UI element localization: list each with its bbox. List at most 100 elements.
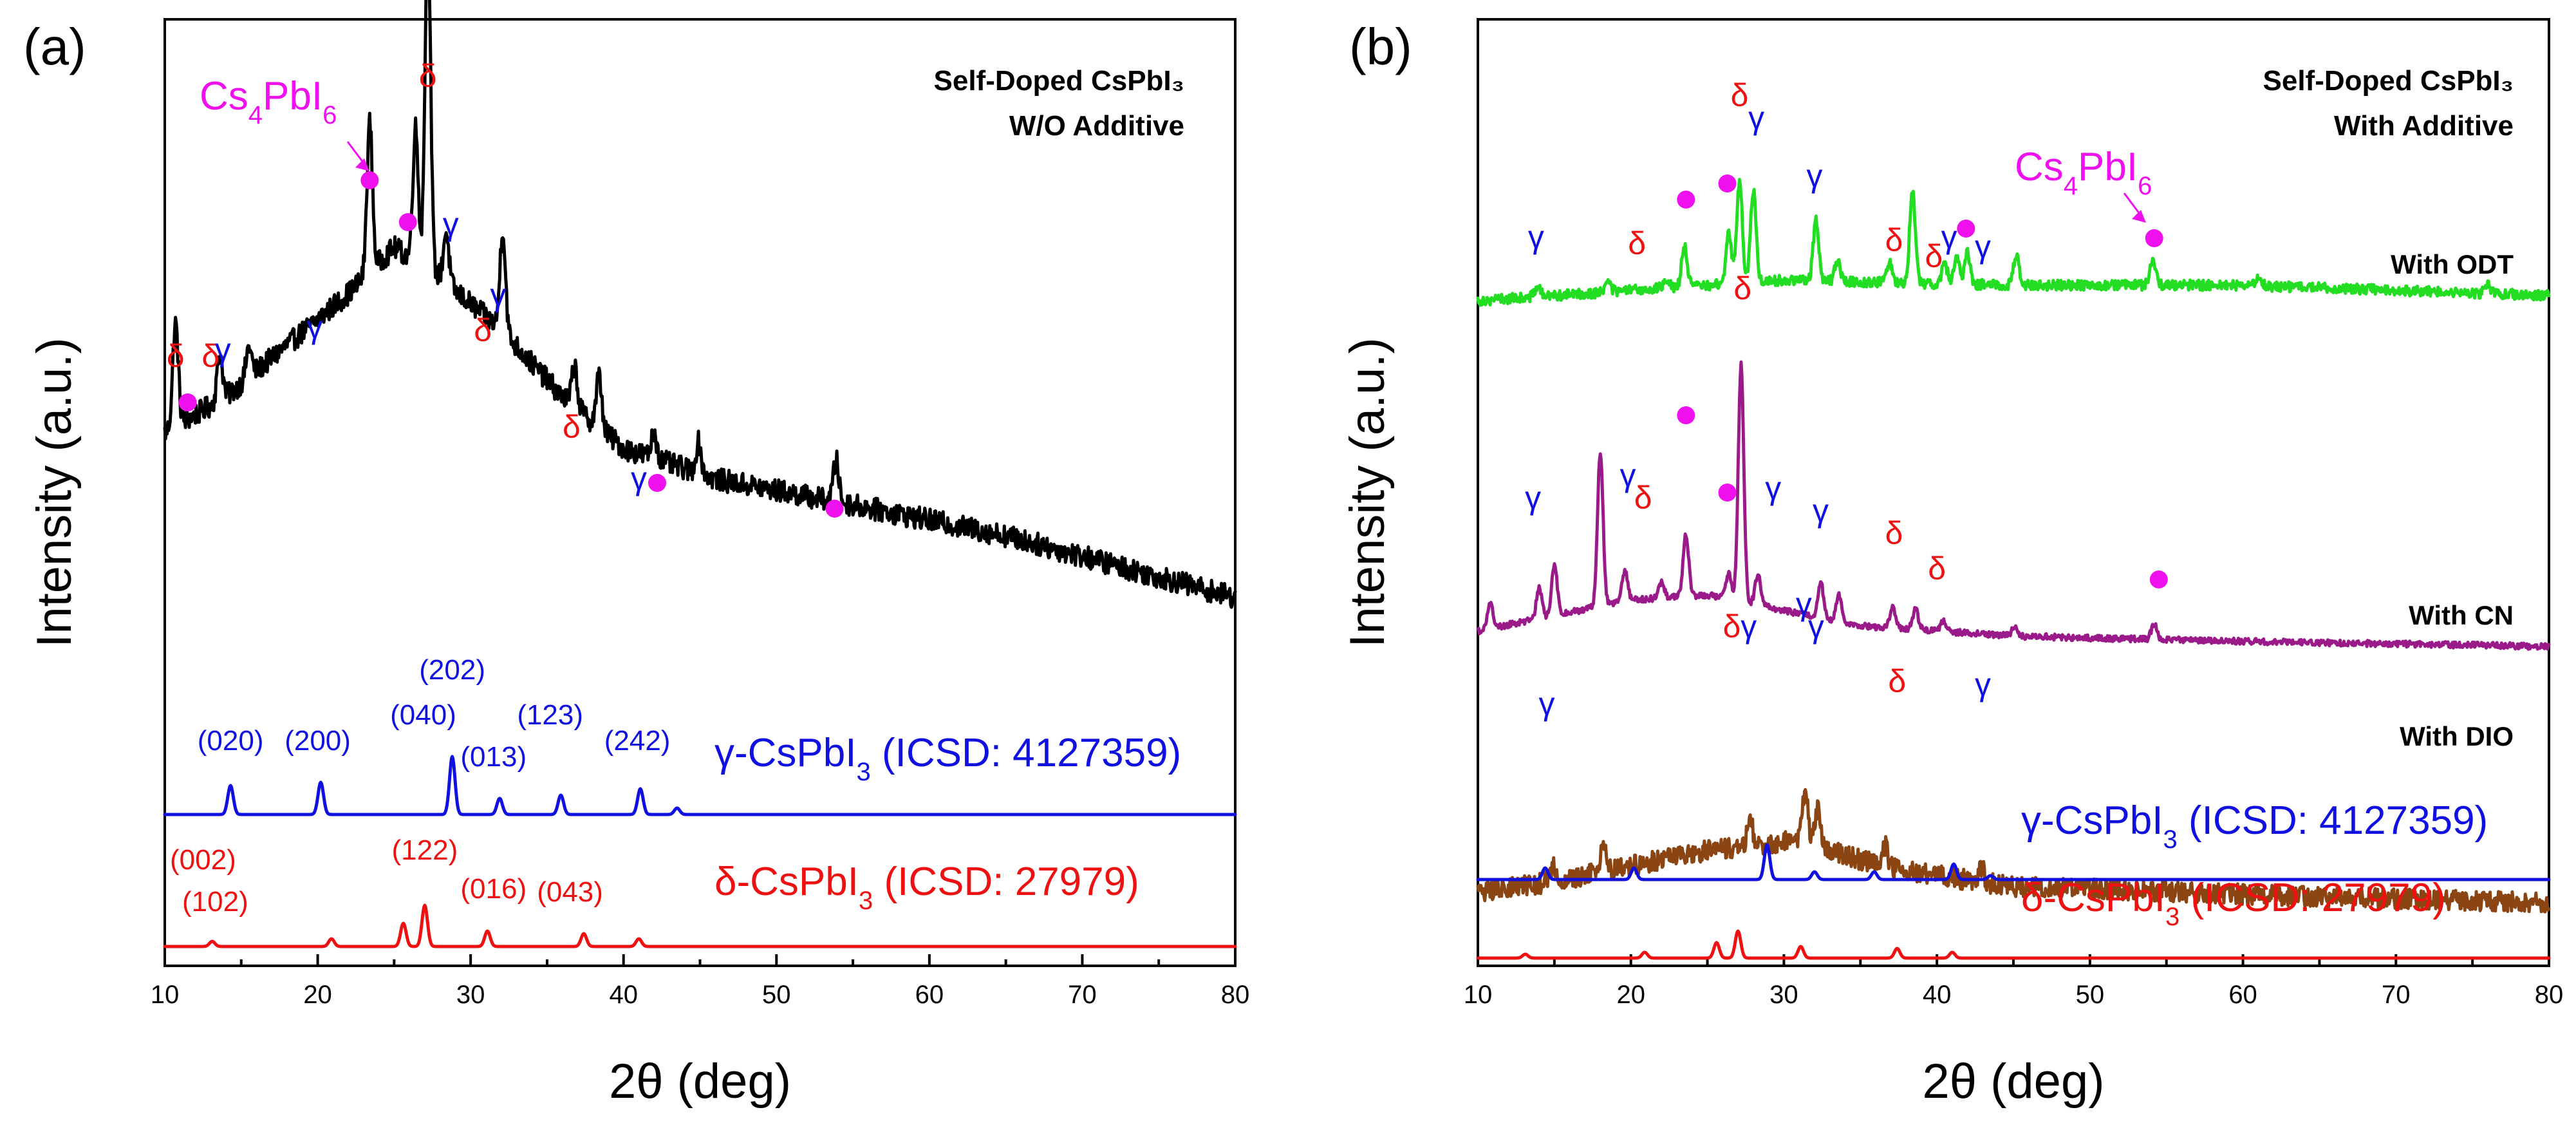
gamma-phase-mark: γ xyxy=(1806,158,1822,194)
phase-label: Cs4PbI6 xyxy=(200,74,337,129)
delta-phase-mark: δ xyxy=(563,409,581,445)
gamma-phase-mark: γ xyxy=(443,206,459,242)
legend-source: (ICSD: 4127359) xyxy=(871,731,1181,775)
gamma-phase-mark: γ xyxy=(1975,666,1991,702)
phase-label-part: 6 xyxy=(322,101,337,129)
legend-subscript: 3 xyxy=(2165,903,2179,931)
phase-label-part: Cs xyxy=(200,74,248,118)
phase-label-part: 6 xyxy=(2138,172,2152,200)
delta-phase-mark: δ xyxy=(1723,608,1741,645)
x-tick-label: 20 xyxy=(303,981,332,1009)
delta-phase-mark: δ xyxy=(1634,480,1652,516)
delta-phase-mark: δ xyxy=(1925,238,1943,274)
curve-label: With CN xyxy=(2409,600,2514,630)
panel-label: (a) xyxy=(23,18,86,75)
gamma-phase-mark: γ xyxy=(1796,586,1812,622)
gamma-phase-mark: γ xyxy=(1538,686,1554,722)
x-tick-label: 40 xyxy=(1923,981,1952,1009)
panel-b: 10 20 30 40 50 60 70 80 2θ (deg) Intensity (a.u.)… xyxy=(1340,18,2563,1109)
delta-phase-mark: δ xyxy=(1731,77,1749,113)
phase-arrow-head xyxy=(355,158,369,171)
delta-hkl-label: (102) xyxy=(182,886,248,918)
phase-label-part: Cs xyxy=(2015,145,2064,189)
gamma-phase-mark: γ xyxy=(1813,493,1829,529)
gamma-phase-mark: γ xyxy=(1525,480,1541,516)
gamma-phase-mark: γ xyxy=(490,277,506,313)
series-line-2 xyxy=(163,755,1237,816)
gamma-phase-mark: γ xyxy=(631,460,647,496)
gamma-phase-mark: γ xyxy=(306,309,322,345)
x-tick-label: 60 xyxy=(915,981,944,1009)
x-tick-label: 30 xyxy=(456,981,485,1009)
chart-title-line: Self-Doped CsPbI₃ xyxy=(2263,65,2514,97)
gamma-hkl-label: (242) xyxy=(604,725,671,757)
x-tick-label: 10 xyxy=(1464,981,1493,1009)
series-line-5 xyxy=(1476,929,2551,960)
cs4pbi6-marker xyxy=(2149,570,2168,589)
cs4pbi6-marker xyxy=(398,213,417,231)
phase-label-part: PbI xyxy=(2078,145,2138,189)
delta-phase-mark: δ xyxy=(1888,663,1906,699)
x-tick-label: 40 xyxy=(609,981,638,1009)
curve-label: With ODT xyxy=(2391,249,2514,279)
legend-subscript: 3 xyxy=(2163,825,2177,854)
gamma-hkl-label: (123) xyxy=(517,699,583,731)
cs4pbi6-marker xyxy=(1677,191,1695,209)
curve-label: With DIO xyxy=(2400,721,2514,751)
gamma-phase-mark: γ xyxy=(1941,219,1957,255)
phase-label-part: 4 xyxy=(2064,172,2078,200)
x-tick-label: 80 xyxy=(2535,981,2564,1009)
legend-formula: γ-CsPbI xyxy=(714,731,856,775)
series-line-3 xyxy=(163,903,1237,948)
delta-phase-mark: δ xyxy=(201,338,219,374)
x-tick-label: 20 xyxy=(1616,981,1645,1009)
x-tick-label: 50 xyxy=(2076,981,2105,1009)
delta-hkl-label: (122) xyxy=(392,834,458,866)
delta-phase-mark: δ xyxy=(1733,270,1751,306)
delta-hkl-label: (043) xyxy=(537,876,603,908)
legend-formula: γ-CsPbI xyxy=(2021,798,2163,843)
legend-subscript: 3 xyxy=(859,887,873,915)
cs4pbi6-marker xyxy=(1957,220,1975,238)
x-tick-label: 10 xyxy=(151,981,180,1009)
gamma-hkl-label: (200) xyxy=(285,725,351,757)
x-tick-label: 30 xyxy=(1769,981,1798,1009)
x-tick-label: 70 xyxy=(2382,981,2411,1009)
gamma-hkl-label: (040) xyxy=(390,699,456,731)
series-line-4 xyxy=(1476,843,2551,881)
series-line-1 xyxy=(1476,178,2551,307)
gamma-phase-mark: γ xyxy=(1748,100,1764,136)
legend-source: (ICSD: 27979) xyxy=(873,860,1139,904)
cs4pbi6-marker xyxy=(178,393,197,411)
phase-arrow-head xyxy=(2132,210,2146,223)
chart-title-line: Self-Doped CsPbI₃ xyxy=(934,65,1185,97)
x-axis-title: 2θ (deg) xyxy=(609,1054,791,1109)
series-line-2 xyxy=(1476,360,2551,651)
delta-phase-mark: δ xyxy=(167,338,185,374)
x-tick-label: 80 xyxy=(1221,981,1250,1009)
legend-formula: δ-CsPbI xyxy=(714,860,859,904)
x-axis-title: 2θ (deg) xyxy=(1922,1054,2104,1109)
gamma-hkl-label: (202) xyxy=(419,654,485,686)
gamma-phase-mark: γ xyxy=(1975,229,1991,265)
legend-source: (ICSD: 4127359) xyxy=(2178,798,2488,843)
legend-entry: γ-CsPbI3 (ICSD: 4127359) xyxy=(714,731,1181,786)
phase-label-part: PbI xyxy=(263,74,322,118)
panel-label: (b) xyxy=(1349,18,1412,75)
legend-subscript: 3 xyxy=(856,758,870,786)
delta-hkl-label: (002) xyxy=(170,844,236,876)
gamma-hkl-label: (013) xyxy=(460,741,527,773)
series-line-1 xyxy=(163,0,1237,609)
delta-phase-mark: δ xyxy=(1928,551,1946,587)
delta-phase-mark: δ xyxy=(419,58,437,94)
x-tick-label: 50 xyxy=(762,981,791,1009)
cs4pbi6-marker xyxy=(825,500,844,518)
y-axis-title: Intensity (a.u.) xyxy=(27,337,82,648)
phase-label-part: 4 xyxy=(248,101,263,129)
delta-phase-mark: δ xyxy=(1885,222,1903,258)
gamma-phase-mark: γ xyxy=(215,332,231,368)
chart-title-line: With Additive xyxy=(2334,110,2514,142)
cs4pbi6-marker xyxy=(1677,406,1695,424)
cs4pbi6-marker xyxy=(2145,229,2163,247)
